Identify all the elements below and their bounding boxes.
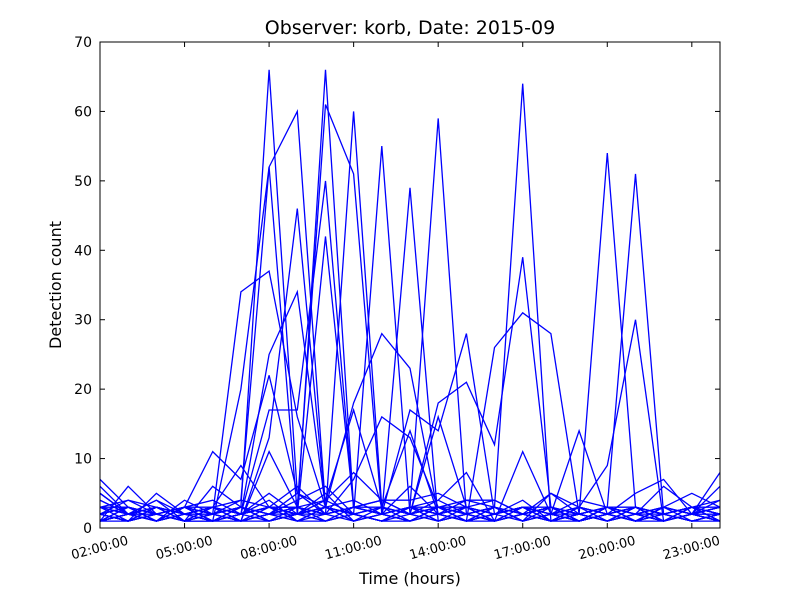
y-tick-label-8: 70 bbox=[74, 35, 92, 51]
y-axis-ticks: 0 10 20 30 40 50 60 70 bbox=[74, 35, 720, 537]
y-tick-label-2: 10 bbox=[74, 452, 92, 468]
y-tick-label-7: 60 bbox=[74, 104, 92, 120]
plot-lines bbox=[99, 69, 721, 523]
y-tick-label-3: 20 bbox=[74, 382, 92, 398]
x-axis-label: Time (hours) bbox=[358, 569, 461, 588]
chart-title: Observer: korb, Date: 2015-09 bbox=[265, 17, 555, 39]
y-tick-label-6: 50 bbox=[74, 174, 92, 190]
series-line-31 bbox=[100, 513, 721, 522]
y-tick-label-4: 30 bbox=[74, 313, 92, 329]
y-tick-label-1: 0 bbox=[83, 521, 92, 537]
series-line-32 bbox=[100, 506, 720, 515]
y-axis-label: Detection count bbox=[46, 221, 65, 349]
y-tick-label-5: 40 bbox=[74, 243, 92, 259]
axes-frame bbox=[99, 41, 721, 529]
